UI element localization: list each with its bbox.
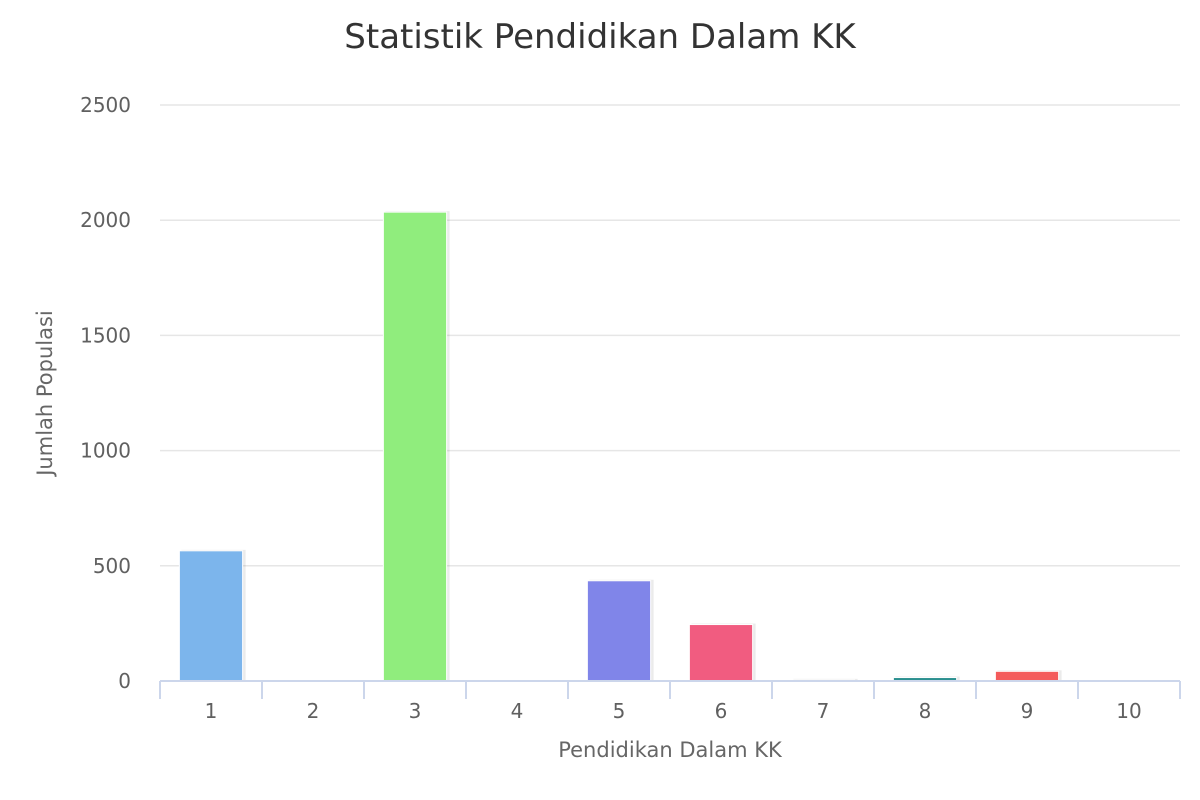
y-axis-title: Jumlah Populasi bbox=[33, 310, 57, 478]
bars bbox=[178, 211, 1164, 682]
bar-9[interactable] bbox=[994, 670, 1060, 682]
y-tick-label: 0 bbox=[118, 669, 131, 693]
chart-title: Statistik Pendidikan Dalam KK bbox=[344, 17, 857, 57]
x-tick-label: 9 bbox=[1021, 699, 1034, 723]
x-tick-label: 3 bbox=[409, 699, 422, 723]
x-tick-label: 2 bbox=[307, 699, 320, 723]
y-tick-label: 500 bbox=[93, 554, 131, 578]
x-tick-label: 4 bbox=[511, 699, 524, 723]
x-axis-title: Pendidikan Dalam KK bbox=[558, 738, 783, 762]
y-tick-label: 2500 bbox=[80, 93, 131, 117]
x-tick-label: 10 bbox=[1116, 699, 1141, 723]
bar-1[interactable] bbox=[178, 550, 244, 682]
y-tick-label: 1000 bbox=[80, 439, 131, 463]
y-axis-ticks: 0 500 1000 1500 2000 2500 bbox=[80, 93, 131, 693]
y-tick-label: 2000 bbox=[80, 208, 131, 232]
x-tick-label: 8 bbox=[919, 699, 932, 723]
gridlines bbox=[160, 104, 1180, 567]
y-tick-label: 1500 bbox=[80, 323, 131, 347]
bar-6[interactable] bbox=[688, 624, 754, 682]
x-axis: 1 2 3 4 5 6 7 8 9 10 bbox=[159, 680, 1181, 723]
x-tick-label: 5 bbox=[613, 699, 626, 723]
bar-3[interactable] bbox=[382, 211, 448, 682]
x-tick-label: 7 bbox=[817, 699, 830, 723]
bar-5[interactable] bbox=[586, 580, 652, 682]
x-tick-label: 1 bbox=[205, 699, 218, 723]
x-tick-label: 6 bbox=[715, 699, 728, 723]
